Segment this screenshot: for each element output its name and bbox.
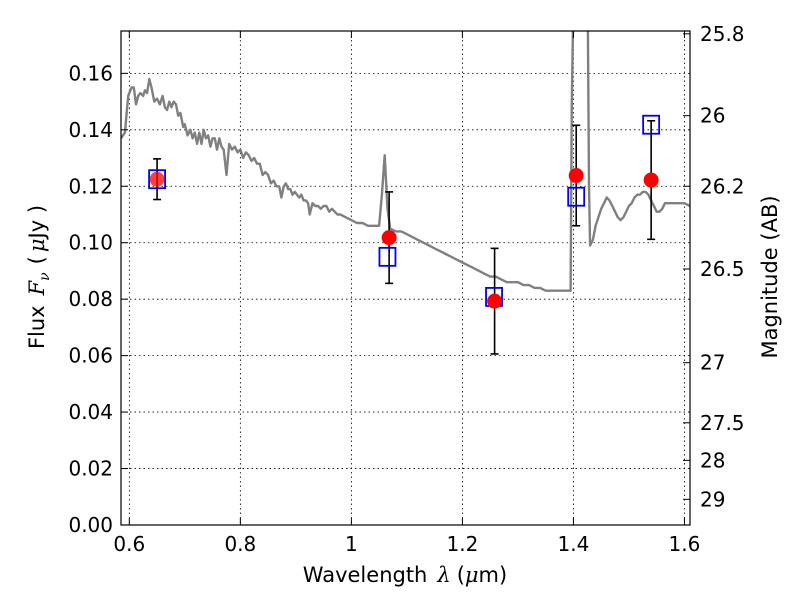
y-axis-label: FluxFν(μJy )	[25, 205, 53, 349]
axis-ticks: 0.6 0.8 1 1.2 1.4 1.6 0.00 0.02 0.04 0.06 0.08 0.10…	[68, 22, 744, 556]
synthetic-flux-square	[567, 186, 586, 207]
x-tick-label: 1	[345, 532, 358, 556]
x-tick-label: 0.8	[224, 532, 256, 556]
y2-tick-label: 27.5	[700, 411, 745, 435]
y-tick-label: 0.16	[68, 61, 113, 85]
y2-tick-label: 25.8	[700, 22, 745, 46]
y-tick-label: 0.10	[68, 231, 113, 255]
observed-flux-point	[381, 230, 397, 246]
y2-tick-label: 27	[700, 351, 725, 375]
y2-axis-label: Magnitude (AB)	[758, 195, 782, 358]
observed-flux-point	[568, 168, 584, 184]
x-tick-label: 1.6	[669, 532, 701, 556]
y-tick-label: 0.06	[68, 344, 113, 368]
y2-tick-label: 26.2	[700, 174, 745, 198]
y2-tick-label: 26.5	[700, 257, 745, 281]
x-tick-label: 1.2	[446, 532, 478, 556]
y2-tick-label: 28	[700, 448, 725, 472]
y-tick-label: 0.12	[68, 174, 113, 198]
observed-flux-point	[149, 171, 165, 187]
x-axis-label: Wavelength λ (μm)	[303, 563, 507, 587]
synthetic-flux-square	[378, 246, 397, 267]
observed-flux-point	[487, 293, 503, 309]
spectrum-line	[121, 31, 690, 292]
y-tick-label: 0.02	[68, 457, 113, 481]
synthetic-photometry-markers	[148, 114, 661, 307]
y2-tick-label: 29	[700, 487, 725, 511]
y-tick-label: 0.08	[68, 287, 113, 311]
synthetic-flux-square	[642, 114, 661, 135]
observed-flux-point	[643, 172, 659, 188]
y-tick-label: 0.14	[68, 118, 113, 142]
synthetic-flux-square	[148, 169, 166, 190]
y-tick-label: 0.00	[68, 513, 113, 537]
y-tick-label: 0.04	[68, 400, 113, 424]
observed-flux-markers	[149, 168, 659, 309]
y2-tick-label: 26	[700, 104, 725, 128]
model-spectrum	[121, 31, 690, 292]
x-tick-label: 0.6	[113, 532, 145, 556]
plot-frame	[120, 30, 691, 526]
x-tick-label: 1.4	[558, 532, 590, 556]
